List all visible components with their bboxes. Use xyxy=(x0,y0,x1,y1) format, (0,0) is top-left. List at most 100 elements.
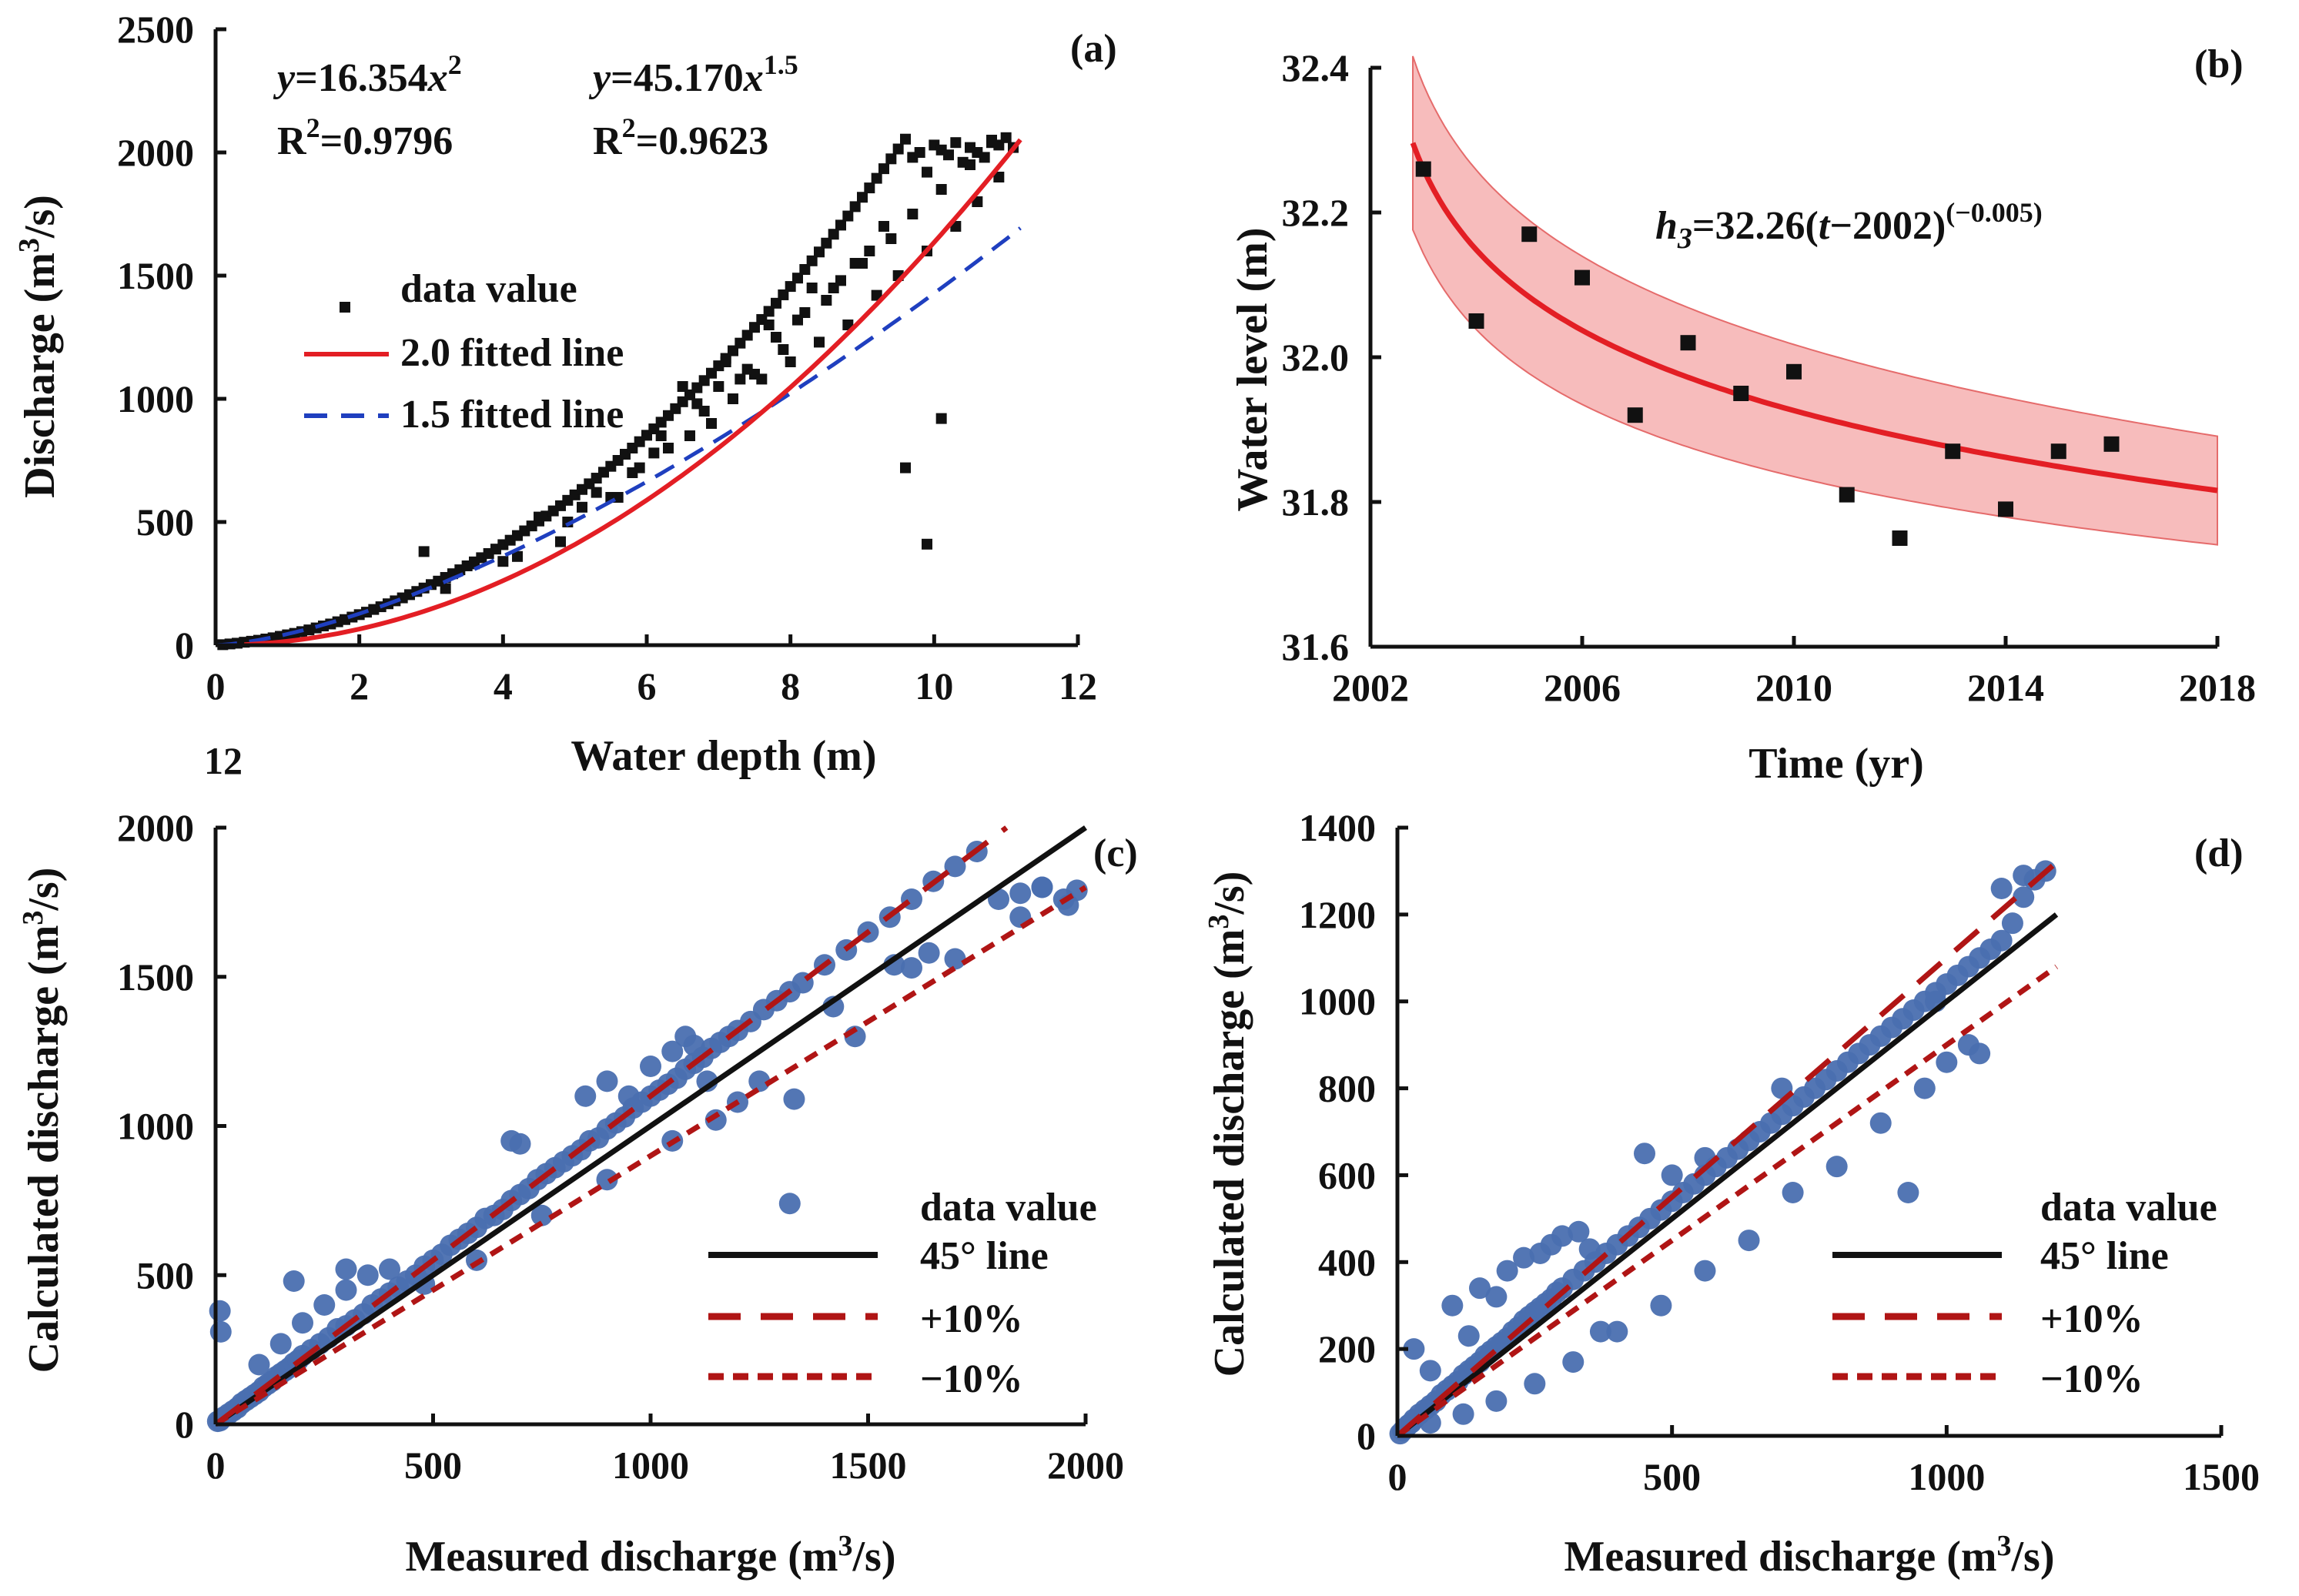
d-point xyxy=(1782,1182,1804,1203)
d-ref-line-2 xyxy=(1395,964,2059,1438)
d-point xyxy=(2013,865,2035,887)
b-ylabel: Water level (m) xyxy=(1229,227,1277,511)
a-point xyxy=(555,536,566,547)
a-ytick-label: 1500 xyxy=(117,254,194,297)
a-legend-data: data value xyxy=(400,267,577,311)
b-xlabel: Time (yr) xyxy=(1749,740,1924,788)
a-point xyxy=(577,501,587,513)
a-equation-2: y=16.354x2 xyxy=(273,49,462,100)
c-ytick-label: 2000 xyxy=(117,806,194,849)
d-point xyxy=(1469,1277,1491,1300)
d-point xyxy=(1869,1112,1892,1134)
c-point xyxy=(1031,876,1053,898)
d-ytick-label: 0 xyxy=(1357,1414,1376,1457)
d-xlabel: Measured discharge (m3/s) xyxy=(1564,1530,2055,1581)
a-point xyxy=(950,137,962,149)
d-point xyxy=(1457,1325,1480,1347)
a-point xyxy=(828,229,839,240)
a-point xyxy=(864,246,875,256)
a-xtick-label: 6 xyxy=(637,664,657,708)
a-ytick-label: 2000 xyxy=(117,131,194,174)
d-point xyxy=(1485,1286,1508,1308)
c-point xyxy=(944,855,966,878)
c-ylabel: Calculated discharge (m3/s) xyxy=(17,868,68,1373)
a-point xyxy=(806,255,818,266)
a-point xyxy=(835,275,846,286)
b-point xyxy=(1733,386,1749,401)
d-xtick-label: 500 xyxy=(1643,1455,1701,1498)
a-point xyxy=(935,413,947,424)
d-legend-minus: −10% xyxy=(2040,1357,2143,1401)
c-legend: data value 45° line +10% −10% xyxy=(708,1186,1097,1401)
d-point xyxy=(1551,1225,1573,1247)
a-ytick-label: 2500 xyxy=(117,8,194,51)
c-ref-line-2 xyxy=(214,885,1087,1427)
c-ytick-label: 1000 xyxy=(117,1105,194,1148)
a-legend-fit2: 2.0 fitted line xyxy=(400,331,624,375)
a-point xyxy=(907,209,919,219)
d-point xyxy=(2001,912,2023,935)
c-legend-45: 45° line xyxy=(920,1234,1049,1278)
c-point xyxy=(292,1312,313,1334)
d-ytick-label: 600 xyxy=(1318,1153,1376,1196)
d-point xyxy=(1957,1034,1979,1056)
c-point xyxy=(778,1193,801,1215)
a-point xyxy=(778,289,789,300)
a-equation-15: y=45.170x1.5 xyxy=(588,49,798,100)
a-ytick-label: 500 xyxy=(136,500,194,544)
a-point xyxy=(763,306,775,317)
d-point xyxy=(1562,1351,1585,1373)
b-point xyxy=(1415,161,1431,177)
a-point xyxy=(799,264,811,275)
b-confidence-band xyxy=(1412,55,2218,546)
d-point xyxy=(1825,1156,1848,1178)
b-point xyxy=(1627,407,1643,423)
c-point xyxy=(683,1034,705,1056)
c-point xyxy=(901,957,922,979)
a-legend-marker-points xyxy=(340,302,350,313)
d-ytick-label: 400 xyxy=(1318,1240,1376,1283)
a-panel-label: (a) xyxy=(1070,27,1117,71)
d-point xyxy=(1990,878,2013,899)
c-panel-label: (c) xyxy=(1093,831,1138,875)
c-point xyxy=(530,1204,553,1226)
b-point xyxy=(1786,363,1802,380)
c-point xyxy=(748,1070,771,1092)
a-point xyxy=(986,137,997,149)
b-point xyxy=(1998,501,2013,517)
c-point xyxy=(283,1270,305,1292)
panel-d-calc-vs-measured: 0 500 1000 1500 0 200 400 600 800 1000 1200 1400 (d… xyxy=(1203,806,2260,1581)
a-point xyxy=(922,166,932,178)
c-point xyxy=(944,948,966,970)
panel-a-discharge-vs-depth: 0 2 4 6 8 10 12 0 500 1000 1500 2000 2500 12 (a) y=16… xyxy=(13,8,1117,782)
a-point xyxy=(835,219,846,231)
a-point xyxy=(878,221,889,232)
a-legend: data value 2.0 fitted line 1.5 fitted li… xyxy=(304,267,624,437)
d-legend-data: data value xyxy=(2040,1186,2217,1230)
c-xtick-label: 1500 xyxy=(830,1444,907,1487)
a-point xyxy=(885,153,897,165)
a-point xyxy=(1000,132,1012,143)
c-point xyxy=(313,1294,336,1316)
c-point xyxy=(574,1085,597,1107)
c-xtick-label: 0 xyxy=(206,1444,226,1487)
a-point xyxy=(440,583,451,594)
c-point xyxy=(1009,882,1032,905)
a-point xyxy=(993,172,1005,182)
c-point xyxy=(356,1264,379,1287)
a-xtick-label: 2 xyxy=(350,664,369,708)
b-equation: h3=32.26(t−2002)(−0.005) xyxy=(1655,197,2043,255)
a-point xyxy=(763,320,775,330)
a-point xyxy=(922,538,932,550)
c-point xyxy=(209,1300,231,1322)
c-point xyxy=(617,1085,640,1107)
a-point xyxy=(684,430,695,441)
b-ytick-label: 32.2 xyxy=(1282,191,1350,234)
a-point xyxy=(849,201,861,212)
d-ytick-label: 200 xyxy=(1318,1327,1376,1370)
d-point xyxy=(1694,1260,1716,1282)
c-point xyxy=(509,1133,531,1155)
c-scatter-points xyxy=(206,841,1088,1433)
a-point xyxy=(878,163,889,175)
